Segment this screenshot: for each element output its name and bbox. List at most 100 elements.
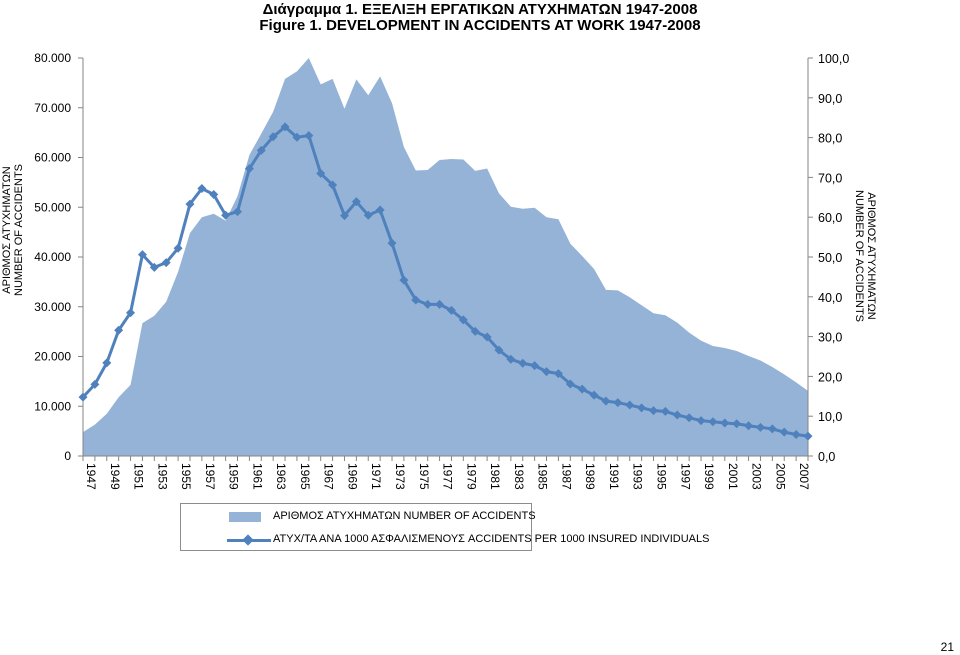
rate-point <box>470 326 480 336</box>
x-tick-label: 1999 <box>702 463 716 490</box>
left-tick-label: 40.000 <box>34 250 71 264</box>
left-tick-label: 30.000 <box>34 300 71 314</box>
rate-point <box>530 361 540 371</box>
left-tick-label: 80.000 <box>34 51 71 65</box>
right-tick-label: 20,0 <box>818 370 842 384</box>
left-tick-label: 50.000 <box>34 200 71 214</box>
tick-labels: 0 10.000 20.000 30.000 40.000 50.000 60.000 70.… <box>34 51 849 490</box>
legend-label-rate: ΑΤΥΧ/ΤΑ ΑΝΑ 1000 ΑΣΦΑΛΙΣΜΕΝΟΥΣ ACCIDENTS… <box>273 533 710 545</box>
rate-point <box>90 379 100 389</box>
rate-point <box>446 305 456 315</box>
right-axis-label-greek: ΑΡΙΘΜΟΣ ΑΤΥΧΗΜΑΤΩΝ <box>865 192 877 320</box>
rate-point <box>684 413 694 423</box>
rate-point <box>78 392 88 402</box>
x-tick-label: 1991 <box>607 463 621 490</box>
x-tick-label: 1947 <box>84 463 98 490</box>
rate-point <box>791 430 801 440</box>
rate-line-series <box>78 122 813 441</box>
x-tick-label: 1983 <box>512 463 526 490</box>
rate-point <box>648 406 658 416</box>
rate-point <box>256 145 266 155</box>
rate-point <box>601 396 611 406</box>
rate-point <box>708 417 718 427</box>
rate-point <box>197 184 207 194</box>
rate-point <box>744 421 754 431</box>
rate-point <box>518 358 528 368</box>
x-tick-label: 1959 <box>227 463 241 490</box>
rate-point <box>613 398 623 408</box>
rate-point <box>542 367 552 377</box>
x-tick-label: 1989 <box>583 463 597 490</box>
left-tick-label: 0 <box>64 449 71 463</box>
x-tick-label: 1977 <box>441 463 455 490</box>
x-tick-label: 1955 <box>179 463 193 490</box>
rate-point <box>304 131 314 141</box>
x-tick-label: 1951 <box>132 463 146 490</box>
x-tick-label: 1981 <box>488 463 502 490</box>
rate-point <box>126 308 136 318</box>
right-tick-label: 100,0 <box>818 52 849 66</box>
rate-point <box>435 299 445 309</box>
rate-point <box>137 250 147 260</box>
x-tick-label: 1969 <box>345 463 359 490</box>
accidents-area <box>83 58 808 456</box>
rate-point <box>185 199 195 209</box>
rate-point <box>209 190 219 200</box>
rate-point <box>625 400 635 410</box>
legend-swatch-area <box>229 512 261 522</box>
rate-point <box>732 419 742 429</box>
x-tick-label: 1961 <box>250 463 264 490</box>
rate-point <box>387 238 397 248</box>
rate-point <box>803 431 813 441</box>
rate-point <box>565 379 575 389</box>
right-tick-label: 60,0 <box>818 211 842 225</box>
rate-point <box>173 243 183 253</box>
rate-point <box>161 258 171 268</box>
rate-point <box>553 369 563 379</box>
rate-point <box>149 262 159 272</box>
rate-point <box>351 197 361 207</box>
right-tick-label: 50,0 <box>818 251 842 265</box>
x-tick-label: 1975 <box>417 463 431 490</box>
rate-point <box>411 295 421 305</box>
chart-axes <box>78 57 813 461</box>
rate-point <box>506 354 516 364</box>
x-tick-label: 1953 <box>155 463 169 490</box>
right-tick-label: 10,0 <box>818 410 842 424</box>
rate-point <box>292 132 302 142</box>
left-tick-label: 10.000 <box>34 399 71 413</box>
accidents-area-series <box>83 58 808 456</box>
left-axis-label-greek: ΑΡΙΘΜΟΣ ΑΤΥΧΗΜΑΤΩΝ <box>1 166 13 294</box>
x-tick-label: 1963 <box>274 463 288 490</box>
x-tick-label: 1965 <box>298 463 312 490</box>
rate-point <box>328 180 338 190</box>
rate-point <box>221 210 231 220</box>
rate-point <box>280 122 290 132</box>
rate-point <box>268 132 278 142</box>
x-tick-label: 1971 <box>369 463 383 490</box>
left-axis-label-english: NUMBER OF ACCIDENTS <box>13 164 25 296</box>
rate-point <box>316 168 326 178</box>
legend-label-accidents: ΑΡΙΘΜΟΣ ΑΤΥΧΗΜΑΤΩΝ NUMBER OF ACCIDENTS <box>273 510 536 522</box>
rate-point <box>637 403 647 413</box>
x-tick-label: 2005 <box>773 463 787 490</box>
right-axis-label-english: NUMBER OF ACCIDENTS <box>853 190 865 322</box>
right-tick-label: 40,0 <box>818 291 842 305</box>
rate-point <box>399 275 409 285</box>
right-tick-label: 90,0 <box>818 92 842 106</box>
rate-point <box>102 358 112 368</box>
chart-title-greek: Διάγραμμα 1. ΕΞΕΛΙΞΗ ΕΡΓΑΤΙΚΩΝ ΑΤΥΧΗΜΑΤΩ… <box>262 1 698 18</box>
rate-point <box>233 207 243 217</box>
chart-legend: ΑΡΙΘΜΟΣ ΑΤΥΧΗΜΑΤΩΝ NUMBER OF ACCIDENTS Α… <box>180 503 709 551</box>
rate-point <box>339 211 349 221</box>
rate-point <box>458 315 468 325</box>
right-tick-label: 80,0 <box>818 132 842 146</box>
x-tick-label: 1993 <box>631 463 645 490</box>
right-tick-label: 70,0 <box>818 171 842 185</box>
rate-point <box>720 418 730 428</box>
x-tick-label: 1957 <box>203 463 217 490</box>
legend-swatch-diamond-icon <box>242 534 254 546</box>
x-tick-label: 1949 <box>108 463 122 490</box>
x-tick-label: 1997 <box>678 463 692 490</box>
